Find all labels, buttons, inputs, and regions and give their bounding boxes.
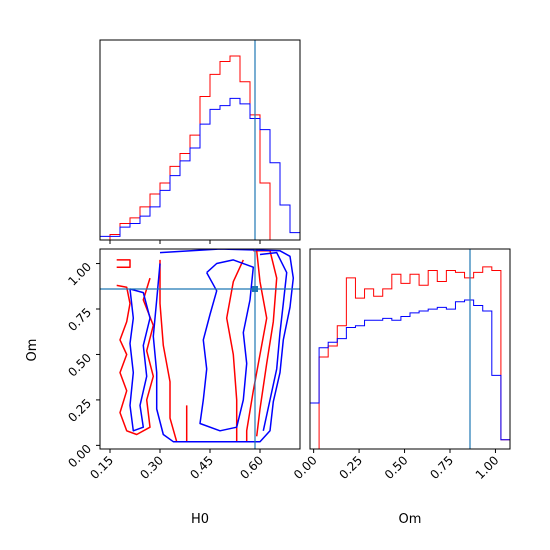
x-axis-label-om: Om bbox=[399, 512, 422, 527]
xy-frame bbox=[99, 248, 301, 450]
xy-xtick-label-0: 0.15 bbox=[87, 453, 116, 482]
contour-series-group bbox=[116, 249, 295, 443]
om-hist-blue bbox=[310, 299, 510, 449]
contour-blue-0 bbox=[152, 249, 295, 443]
om-xtick-label-1: 0.25 bbox=[336, 453, 365, 482]
x-axis-label-h0: H0 bbox=[191, 512, 209, 527]
contour-red-3 bbox=[225, 259, 244, 442]
h0-histogram-panel bbox=[99, 39, 301, 244]
contour-red-2 bbox=[159, 259, 188, 443]
xy-ytick-label-4: 1.00 bbox=[65, 260, 94, 289]
xy-xtick-label-1: 0.30 bbox=[137, 453, 166, 482]
y-axis-label-om: Om bbox=[25, 339, 40, 362]
om-hist-frame bbox=[309, 248, 511, 450]
om-histogram-panel: 0.00 0.25 0.50 0.75 1.00 bbox=[291, 248, 511, 482]
h0-hist-series-group bbox=[100, 55, 300, 240]
om-hist-red bbox=[310, 266, 510, 449]
xy-ytick-label-0: 0.00 bbox=[65, 442, 94, 471]
xy-ytick-label-2: 0.50 bbox=[65, 351, 94, 380]
om-xtick-label-4: 1.00 bbox=[473, 453, 502, 482]
xy-xtick-label-2: 0.45 bbox=[187, 453, 216, 482]
contour-blue-2 bbox=[199, 259, 255, 432]
h0-hist-red bbox=[100, 55, 300, 240]
om-xtick-label-0: 0.00 bbox=[291, 453, 320, 482]
h0-om-contour-panel: 0.15 0.30 0.45 0.60 0.00 0.25 0.50 0.75 1.00 bbox=[65, 248, 301, 482]
contour-blue-1 bbox=[129, 288, 151, 432]
om-xtick-label-3: 0.75 bbox=[427, 453, 456, 482]
om-xtick-label-2: 0.50 bbox=[382, 453, 411, 482]
h0-hist-frame bbox=[99, 39, 301, 241]
truth-marker bbox=[252, 286, 258, 292]
contour-red-1 bbox=[116, 277, 155, 436]
h0-hist-blue bbox=[100, 97, 300, 240]
xy-ytick-label-3: 0.75 bbox=[65, 305, 94, 334]
contour-red-4 bbox=[245, 250, 268, 442]
xy-xtick-label-3: 0.60 bbox=[237, 453, 266, 482]
contour-blue-3 bbox=[259, 251, 288, 431]
contour-red-0 bbox=[116, 259, 131, 268]
om-hist-series-group bbox=[310, 266, 510, 449]
xy-ytick-label-1: 0.25 bbox=[65, 396, 94, 425]
